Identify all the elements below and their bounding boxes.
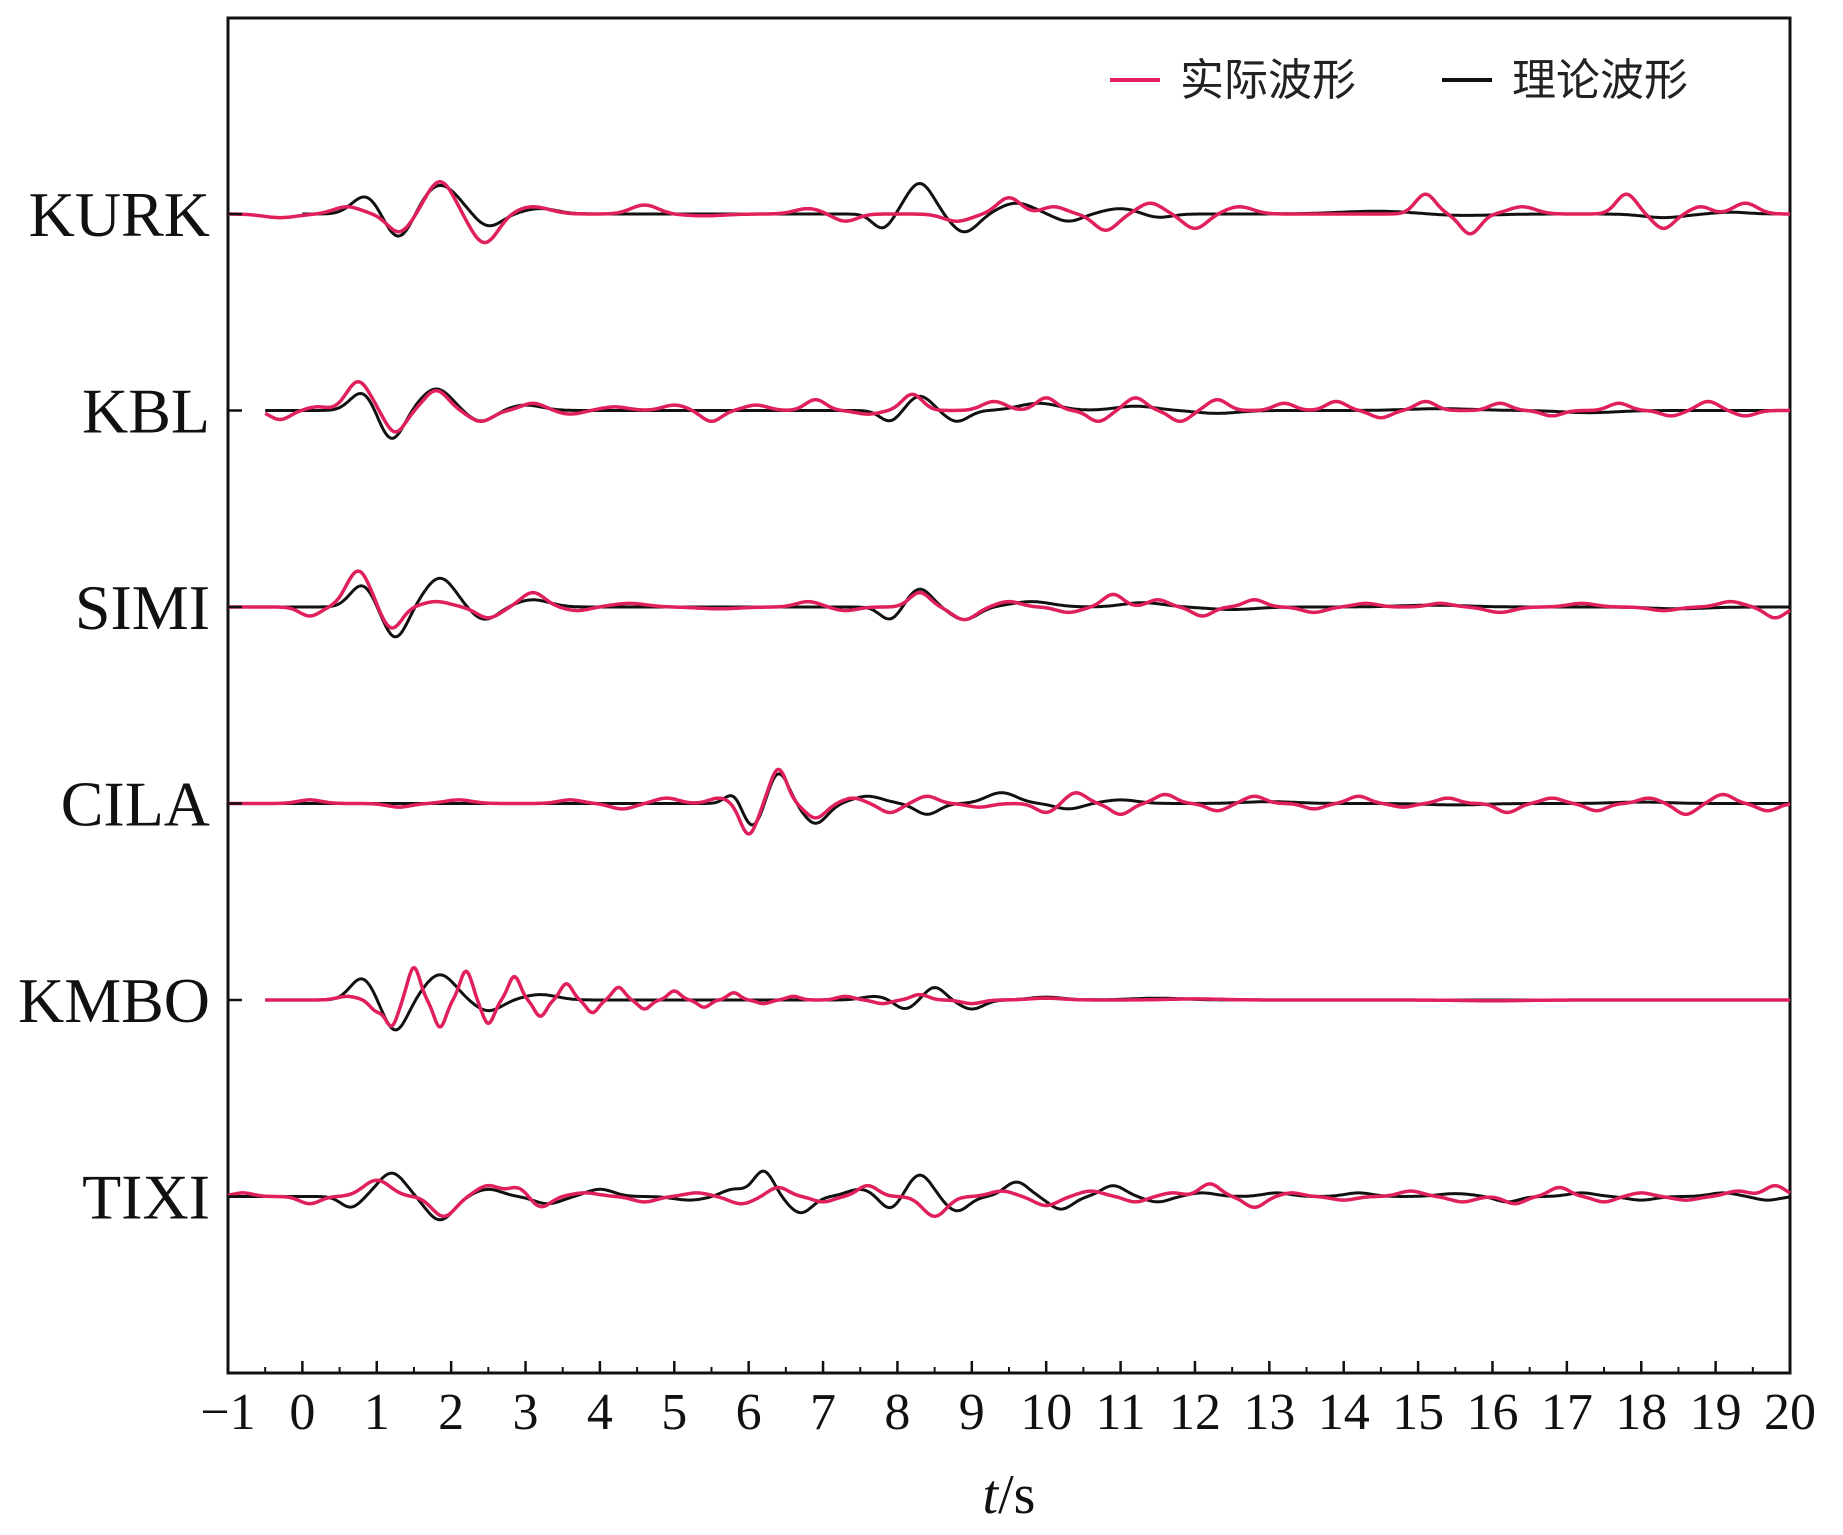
station-label-tixi: TIXI [82,1162,210,1233]
x-tick-label: 6 [736,1384,762,1441]
trace-theoretical-tixi [228,1169,1791,1222]
x-tick-label: 13 [1243,1384,1295,1441]
station-label-cila: CILA [61,769,210,840]
x-tick-label: 20 [1764,1384,1816,1441]
trace-observed-kurk [227,180,1791,245]
legend-label-theoretical: 理论波形 [1512,55,1688,106]
x-axis-title-variable: t [983,1464,1000,1526]
legend: 实际波形 理论波形 [1110,55,1688,106]
x-tick-label: 7 [810,1384,836,1441]
x-tick-label: 2 [438,1384,464,1441]
station-labels: KURK KBL SIMI CILA KMBO TIXI [18,179,242,1233]
x-tick-label: 9 [959,1384,985,1441]
legend-label-observed: 实际波形 [1180,55,1356,106]
trace-observed-simi [227,569,1791,630]
station-label-kurk: KURK [29,179,210,250]
x-tick-label: 1 [364,1384,390,1441]
x-tick-label: 18 [1615,1384,1667,1441]
x-tick-label: 4 [587,1384,613,1441]
station-label-kmbo: KMBO [18,965,210,1036]
plot-frame [226,16,1792,1375]
x-tick-label: 10 [1020,1384,1072,1441]
x-tick-label: 15 [1392,1384,1444,1441]
x-tick-label: 14 [1318,1384,1370,1441]
x-tick-label: 12 [1169,1384,1221,1441]
traces-group [227,180,1791,1222]
trace-observed-cila [227,767,1791,836]
x-tick-label: 19 [1690,1384,1742,1441]
x-tick-label: 0 [289,1384,315,1441]
x-tick-label: 17 [1541,1384,1593,1441]
x-tick-label: 11 [1096,1384,1146,1441]
x-axis: −1 0 1 2 3 4 5 6 7 8 9 10 11 12 13 14 15 16 17 18 19 20 [200,1361,1816,1441]
trace-observed-kmbo [264,965,1791,1029]
x-tick-label: 16 [1466,1384,1518,1441]
x-axis-title: t/s [983,1464,1036,1526]
station-label-kbl: KBL [82,376,210,447]
x-tick-label: 8 [884,1384,910,1441]
x-axis-title-unit: /s [998,1464,1035,1526]
station-label-simi: SIMI [75,572,210,643]
trace-observed-tixi [227,1178,1791,1219]
x-tick-label: −1 [200,1384,255,1441]
trace-observed-kbl [264,380,1791,434]
x-tick-label: 3 [513,1384,539,1441]
x-tick-label: 5 [661,1384,687,1441]
trace-theoretical-kmbo [265,973,1790,1032]
